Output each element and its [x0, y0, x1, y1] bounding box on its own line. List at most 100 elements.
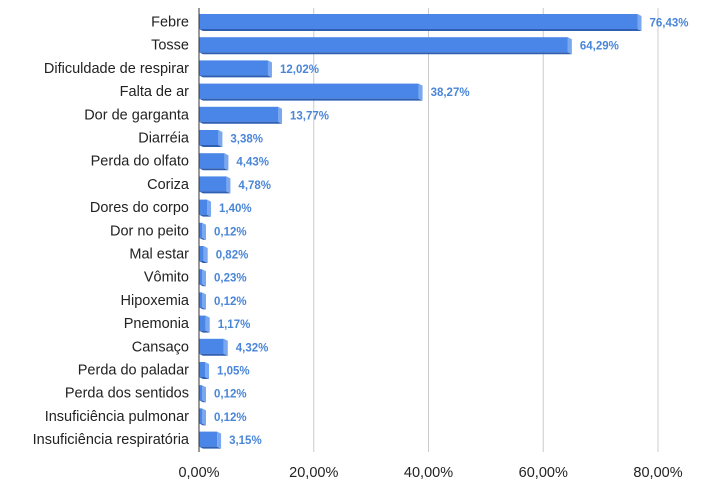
bar-front: [199, 176, 227, 192]
bar-front: [199, 199, 208, 215]
data-label: 1,05%: [217, 366, 250, 378]
bar: [199, 60, 272, 78]
bar-bottom-face: [199, 168, 229, 171]
bar-front: [199, 83, 419, 99]
bar-side-face: [203, 246, 208, 263]
bar: [199, 385, 206, 403]
bar: [199, 153, 229, 171]
bar-side-face: [217, 431, 222, 449]
bar-side-face: [226, 176, 231, 194]
category-labels: Febre Tosse Dificuldade de respirar Falta d…: [33, 15, 190, 449]
category-label: Perda do olfato: [91, 154, 189, 170]
bar-side-face: [567, 37, 572, 55]
bar-front: [199, 292, 202, 308]
data-label: 64,29%: [580, 41, 619, 53]
data-label: 4,78%: [238, 180, 271, 192]
category-label: Cansaço: [132, 339, 189, 355]
data-label: 76,43%: [650, 18, 689, 30]
bar-side-face: [267, 60, 272, 78]
bar-side-face: [418, 83, 423, 101]
data-label: 4,32%: [236, 342, 269, 354]
bar-front: [199, 246, 204, 261]
data-label: 38,27%: [431, 87, 470, 99]
bar-side-face: [202, 385, 206, 403]
bar-bottom-face: [199, 446, 222, 449]
category-label: Perda dos sentidos: [65, 386, 189, 402]
bar: [199, 130, 223, 147]
category-label: Febre: [151, 15, 189, 31]
bar-bottom-face: [199, 330, 210, 333]
x-tick-label: 20,00%: [289, 465, 338, 481]
data-label: 0,23%: [214, 273, 247, 285]
bar-bottom-face: [199, 423, 206, 426]
data-label: 1,40%: [219, 203, 252, 215]
bars: [199, 14, 642, 449]
bar-bottom-face: [199, 214, 212, 217]
bar: [199, 246, 208, 263]
category-label: Dor no peito: [110, 223, 189, 239]
bar-bottom-face: [199, 75, 272, 78]
bar-front: [199, 315, 206, 331]
bar-bottom-face: [199, 145, 223, 147]
bar-front: [199, 431, 218, 447]
bar: [199, 176, 231, 194]
x-axis-tick-labels: 0,00% 20,00% 40,00% 60,00% 80,00%: [178, 465, 682, 481]
bar-bottom-face: [199, 191, 231, 194]
bar: [199, 222, 206, 240]
bar: [199, 315, 210, 333]
data-labels: 76,43% 64,29% 12,02% 38,27% 13,77% 3,38% 4,43%…: [214, 18, 689, 448]
bar-side-face: [207, 199, 212, 217]
category-label: Dor de garganta: [84, 107, 190, 123]
bar-bottom-face: [199, 400, 206, 403]
data-label: 4,43%: [236, 157, 269, 169]
bar-bottom-face: [199, 284, 206, 287]
bar-bottom-face: [199, 377, 210, 379]
bar-front: [199, 385, 202, 401]
category-label: Pnemonia: [124, 316, 190, 332]
bar-side-face: [205, 362, 210, 379]
x-tick-label: 0,00%: [178, 465, 219, 481]
bar-side-face: [202, 222, 206, 240]
bar: [199, 269, 206, 287]
data-label: 3,38%: [230, 134, 263, 146]
data-label: 12,02%: [280, 64, 319, 76]
bar-side-face: [202, 292, 206, 310]
bar-side-face: [202, 408, 206, 426]
data-label: 3,15%: [229, 435, 262, 447]
bar-side-face: [202, 269, 206, 287]
x-tick-label: 80,00%: [633, 465, 682, 481]
category-label: Dificuldade de respirar: [44, 61, 189, 77]
bar: [199, 199, 212, 217]
bar-side-face: [223, 338, 228, 356]
bar-bottom-face: [199, 237, 206, 240]
bar-front: [199, 269, 202, 285]
category-label: Diarréia: [138, 131, 190, 147]
bar-side-face: [637, 14, 642, 31]
bar-bottom-face: [199, 52, 572, 55]
bar-front: [199, 408, 202, 424]
bar-bottom-face: [199, 353, 228, 356]
bar: [199, 292, 206, 310]
bar: [199, 362, 210, 379]
bar-front: [199, 14, 638, 29]
bar: [199, 83, 423, 101]
data-label: 0,82%: [216, 250, 249, 262]
bar-bottom-face: [199, 29, 642, 31]
data-label: 1,17%: [218, 319, 251, 331]
bar-side-face: [218, 130, 223, 147]
bar-front: [199, 130, 219, 145]
category-label: Dores do corpo: [90, 200, 189, 216]
data-label: 0,12%: [214, 412, 247, 424]
bar: [199, 408, 206, 426]
bar-bottom-face: [199, 261, 208, 263]
bar-front: [199, 222, 202, 238]
bar-front: [199, 362, 206, 377]
bar: [199, 338, 228, 356]
category-label: Falta de ar: [120, 84, 189, 100]
category-label: Insuficiência respiratória: [33, 432, 190, 448]
data-label: 0,12%: [214, 296, 247, 308]
category-label: Mal estar: [129, 247, 189, 263]
data-label: 0,12%: [214, 226, 247, 238]
category-label: Insuficiência pulmonar: [45, 409, 189, 425]
